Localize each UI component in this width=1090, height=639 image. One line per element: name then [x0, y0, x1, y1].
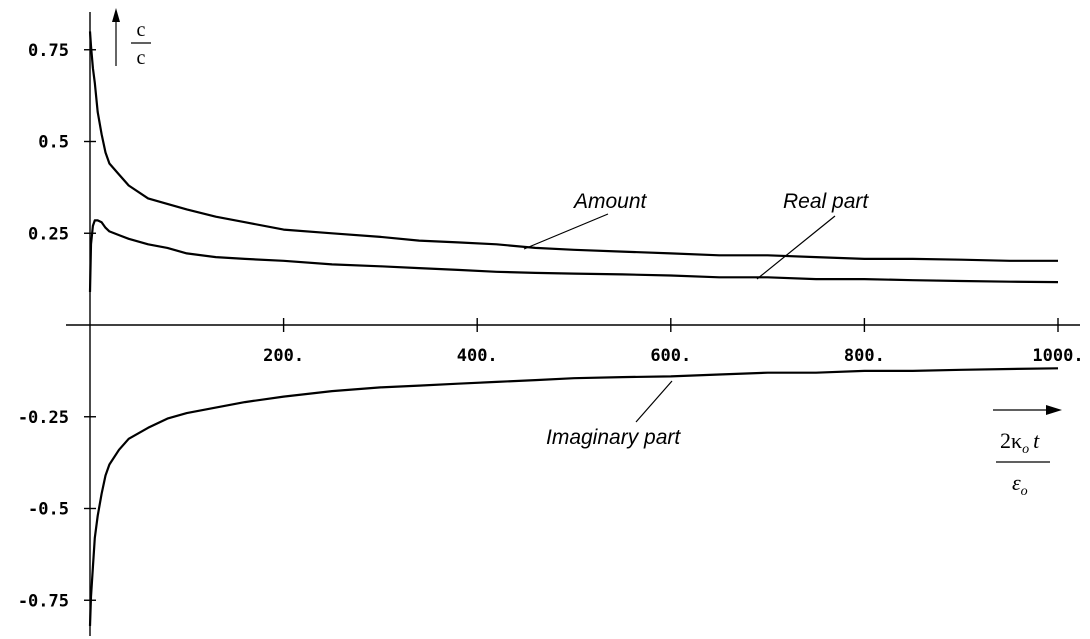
x-ticks: 200. 400. 600. 800. 1000. — [263, 318, 1084, 366]
y-tick-label: -0.75 — [18, 591, 69, 611]
y-tick-label: 0.75 — [28, 41, 69, 61]
y-tick-label: -0.5 — [28, 500, 69, 520]
y-ticks: 0.75 0.5 0.25 -0.25 -0.5 -0.75 — [18, 41, 96, 611]
annotations: Amount Real part Imaginary part — [523, 190, 869, 449]
x-tick-label: 800. — [844, 346, 885, 366]
x-tick-label: 1000. — [1032, 346, 1083, 366]
x-label-denominator: oεo — [1012, 470, 1028, 499]
series-line-amount — [88, 31, 1058, 262]
annotation-amount: Amount — [572, 190, 648, 213]
series-line-imaginary-part — [88, 367, 1059, 626]
y-label-denominator: c — [137, 47, 146, 69]
axes — [66, 12, 1080, 636]
series-layer — [88, 31, 1059, 626]
annotation-imaginary-part: Imaginary part — [546, 426, 681, 449]
x-label-numerator: 2κo t — [1000, 428, 1040, 457]
y-axis-label: c c — [112, 8, 151, 69]
annotation-amount-leader — [523, 213, 609, 250]
x-axis-arrow-head — [1046, 405, 1062, 415]
y-tick-label: 0.25 — [28, 224, 69, 244]
annotation-imaginary-part-leader — [635, 380, 673, 423]
annotation-real-part-leader — [756, 215, 836, 280]
x-tick-label: 200. — [263, 346, 304, 366]
y-label-numerator: c — [137, 19, 146, 41]
y-axis-arrow-head — [112, 8, 120, 22]
y-tick-label: 0.5 — [38, 133, 69, 153]
x-tick-label: 600. — [650, 346, 691, 366]
x-tick-label: 400. — [457, 346, 498, 366]
y-tick-label: -0.25 — [18, 408, 69, 428]
annotation-real-part: Real part — [783, 190, 869, 213]
series-line-real-part — [88, 219, 1059, 293]
